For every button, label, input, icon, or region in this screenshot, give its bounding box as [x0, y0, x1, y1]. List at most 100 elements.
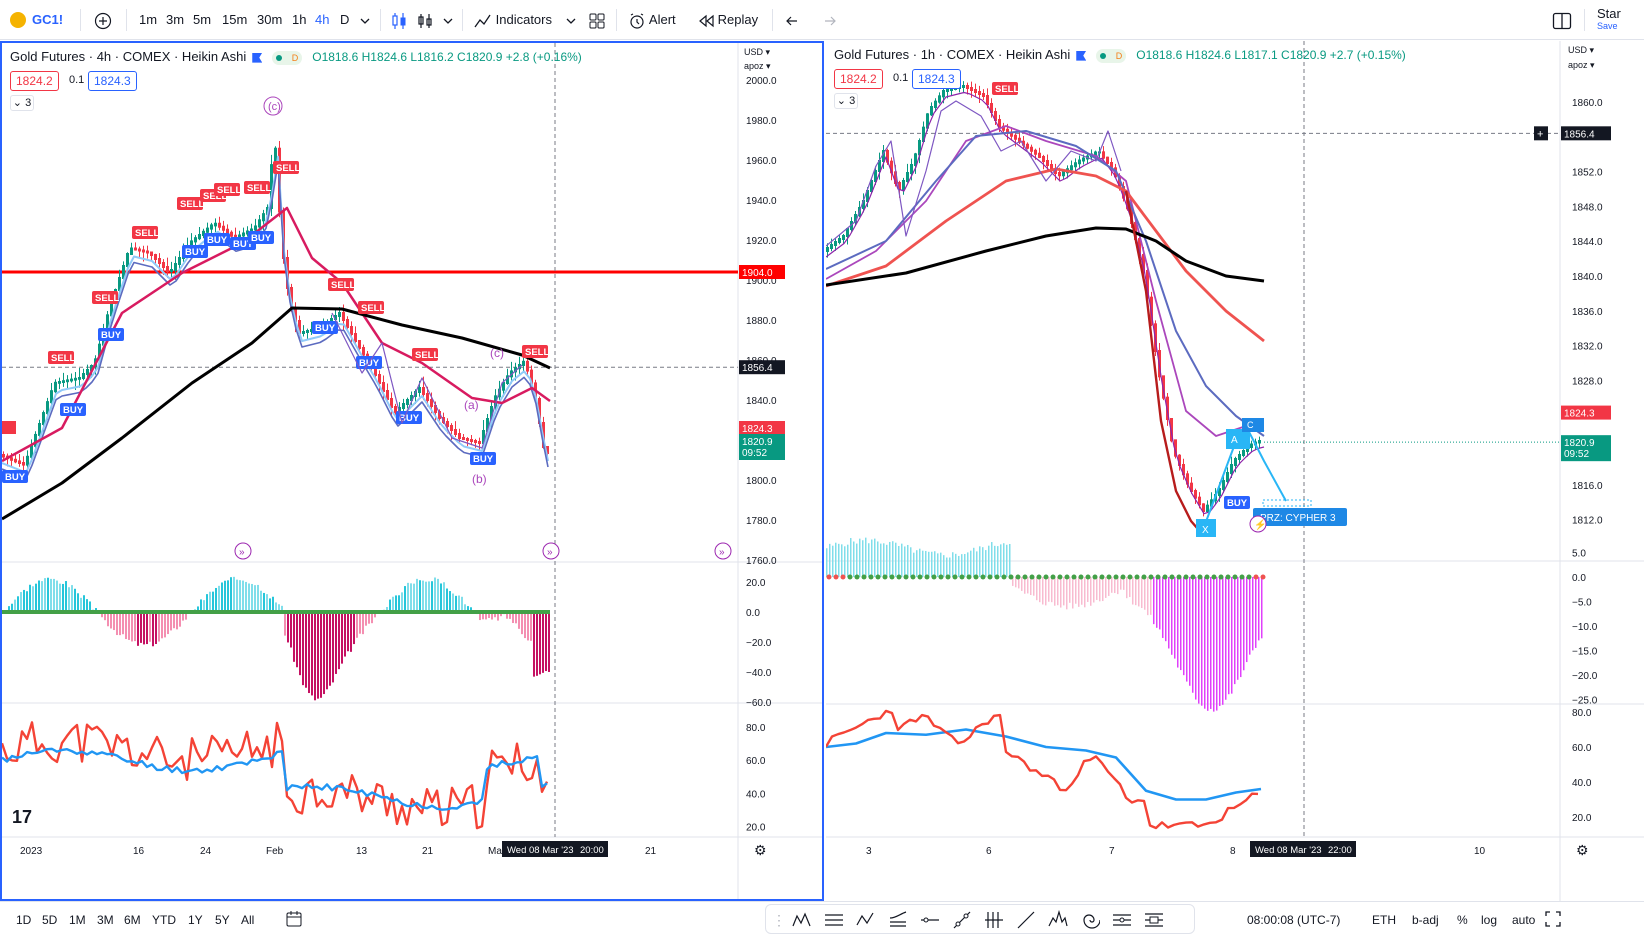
head-shoulders-icon[interactable] [1048, 909, 1068, 930]
osc1-histogram-bar [545, 612, 547, 672]
interval-5m[interactable]: 5m [193, 12, 212, 27]
range-5y[interactable]: 5Y [215, 913, 230, 927]
trend-angle-icon[interactable] [888, 910, 908, 930]
osc1-histogram-bar [1207, 577, 1209, 711]
osc1-histogram-bar [958, 555, 960, 577]
heikin-ashi-candle [334, 315, 337, 320]
horizontal-ray-icon[interactable] [920, 910, 940, 930]
range-all[interactable]: All [241, 913, 255, 927]
osc1-histogram-bar [1015, 577, 1017, 588]
interval-4h[interactable]: 4h [315, 12, 330, 27]
session-status-badge[interactable]: D [272, 50, 303, 65]
osc1-histogram-bar [1054, 577, 1056, 606]
interval-1h[interactable]: 1h [292, 12, 307, 27]
add-alert-plus-icon [1534, 126, 1548, 141]
replay-button[interactable]: Replay [698, 8, 758, 32]
bid-price-box[interactable]: 1824.2 [10, 71, 59, 91]
heikin-ashi-candle [914, 153, 917, 166]
heikin-ashi-candle [1170, 418, 1173, 442]
ask-price-box[interactable]: 1824.3 [912, 69, 961, 89]
session-eth[interactable]: ETH [1372, 913, 1396, 927]
regression-trend-icon[interactable] [1112, 910, 1132, 930]
chart-type-chevron-down-icon[interactable] [442, 8, 454, 32]
range-1d[interactable]: 1D [16, 913, 32, 927]
symbol-button[interactable]: GC1! [10, 8, 63, 32]
collapse-indicators-toggle[interactable]: ⌄ 3 [10, 95, 34, 111]
osc1-signal-dot [854, 574, 860, 580]
price-range-icon[interactable] [1144, 910, 1164, 930]
parallel-channel-icon[interactable] [824, 910, 844, 930]
xabcd-pattern-icon[interactable] [792, 910, 812, 930]
ask-price-box[interactable]: 1824.3 [88, 71, 137, 91]
range-1m[interactable]: 1M [69, 913, 86, 927]
percent-scale-toggle[interactable]: % [1457, 913, 1468, 927]
interval-d[interactable]: D [340, 12, 350, 27]
right-chart-canvas[interactable]: USD ▾ apoz ▾ 1860.0 1852.0 1848.0 1844.0 1840.… [826, 41, 1644, 901]
interval-3m[interactable]: 3m [166, 12, 185, 27]
osc1-histogram-bar [251, 583, 253, 612]
heikin-ashi-candle [926, 113, 929, 129]
clock-timezone[interactable]: 08:00:08 (UTC-7) [1247, 913, 1341, 927]
layout-icon[interactable] [1552, 8, 1572, 32]
osc1-histogram-bar [1099, 577, 1101, 602]
alert-button[interactable]: Alert [628, 8, 676, 32]
right-chart-pane[interactable]: USD ▾ apoz ▾ 1860.0 1852.0 1848.0 1844.0 1840.… [826, 41, 1644, 901]
heikin-ashi-candle [986, 95, 989, 105]
osc1-tick: 20.0 [746, 578, 766, 589]
fib-retracement-icon[interactable] [984, 910, 1004, 930]
date-range-calendar-icon[interactable] [285, 910, 303, 933]
session-status-badge[interactable]: D [1096, 48, 1127, 63]
left-chart-canvas[interactable]: USD ▾ apoz ▾ 2000.0 1980.0 1960.0 1940.0 1920.… [2, 43, 822, 899]
heikin-ashi-candle [1078, 159, 1081, 165]
osc1-histogram-bar [1003, 543, 1005, 577]
candles-type-icon[interactable] [390, 8, 408, 32]
indicators-button[interactable]: Indicators [474, 8, 552, 32]
bar-type-icon[interactable] [416, 8, 434, 32]
heikin-ashi-candle [546, 446, 549, 454]
osc1-histogram-bar [326, 612, 328, 690]
interval-1m[interactable]: 1m [139, 12, 158, 27]
abcd-pattern-icon[interactable] [856, 910, 876, 930]
auto-scale-toggle[interactable]: auto [1512, 913, 1536, 927]
interval-chevron-down-icon[interactable] [359, 8, 371, 32]
osc1-histogram-bar [200, 599, 202, 612]
bid-price-box[interactable]: 1824.2 [834, 69, 883, 89]
range-1y[interactable]: 1Y [188, 913, 203, 927]
osc1-histogram-bar [110, 612, 112, 629]
range-6m[interactable]: 6M [124, 913, 141, 927]
interval-15m[interactable]: 15m [222, 12, 248, 27]
range-3m[interactable]: 3M [97, 913, 114, 927]
trend-line-icon[interactable] [952, 910, 972, 930]
osc1-histogram-bar [856, 543, 858, 577]
osc1-histogram-bar [1000, 544, 1002, 577]
star-save-button[interactable]: Star Save [1597, 7, 1621, 33]
indicators-chevron-down-icon[interactable] [565, 8, 577, 32]
flag-icon[interactable] [1076, 50, 1087, 61]
collapse-indicators-toggle[interactable]: ⌄ 3 [834, 93, 858, 109]
sell-signal-bg [48, 351, 74, 364]
chart-title: Gold Futures · 4h · COMEX · Heikin Ashi [10, 49, 247, 64]
fib-spiral-icon[interactable] [1080, 910, 1101, 930]
log-scale-toggle[interactable]: log [1481, 913, 1498, 927]
osc1-signal-dot [1134, 574, 1140, 580]
osc1-histogram-bar [413, 583, 415, 612]
adjustment-toggle[interactable]: b-adj [1412, 913, 1439, 927]
range-ytd[interactable]: YTD [152, 913, 176, 927]
heikin-ashi-candle [222, 225, 225, 231]
osc1-histogram-bar [967, 552, 969, 577]
time-tick: 6 [986, 846, 992, 857]
drag-handle-icon[interactable]: ⋮ [772, 912, 786, 928]
wave-label: (c) [268, 101, 281, 113]
redo-icon[interactable] [820, 8, 836, 32]
templates-grid-icon[interactable] [588, 8, 606, 32]
osc1-signal-dot [840, 574, 846, 580]
undo-icon[interactable] [786, 8, 802, 32]
osc1-signal-dot [1218, 574, 1224, 580]
range-5d[interactable]: 5D [42, 913, 58, 927]
flag-icon[interactable] [252, 52, 263, 63]
left-chart-pane[interactable]: USD ▾ apoz ▾ 2000.0 1980.0 1960.0 1940.0 1920.… [0, 41, 824, 901]
compare-add-icon[interactable] [94, 8, 112, 32]
line-tool-icon[interactable] [1016, 910, 1036, 930]
fullscreen-icon[interactable] [1544, 910, 1562, 933]
interval-30m[interactable]: 30m [257, 12, 283, 27]
